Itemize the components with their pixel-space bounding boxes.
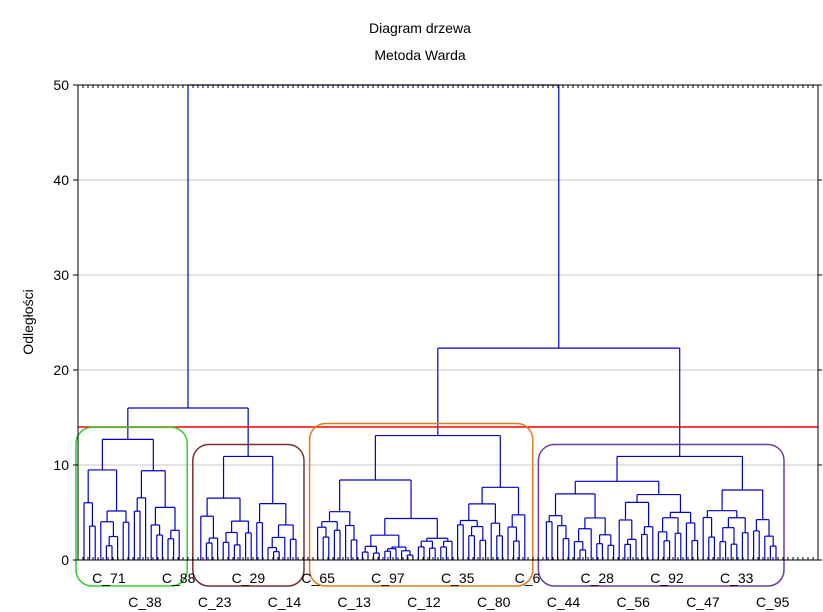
x-tick-label: C_12	[407, 594, 441, 610]
chart-subtitle: Metoda Warda	[374, 47, 466, 63]
x-tick-label: C_23	[198, 594, 232, 610]
y-tick-label: 20	[53, 362, 69, 378]
x-tick-label: C_47	[686, 594, 720, 610]
y-tick-label: 30	[53, 267, 69, 283]
y-tick-label: 50	[53, 77, 69, 93]
x-tick-label: C_33	[720, 570, 754, 586]
x-tick-label: C_13	[337, 594, 371, 610]
y-axis-ticks: 0 10 20 30 40 50	[53, 77, 822, 568]
x-tick-label: C_71	[92, 570, 126, 586]
x-tick-label: C_65	[301, 570, 335, 586]
x-tick-label: C_35	[441, 570, 475, 586]
x-tick-label: C_95	[756, 594, 790, 610]
x-tick-label: C_80	[477, 594, 511, 610]
x-tick-label: C_56	[616, 594, 650, 610]
chart-title: Diagram drzewa	[369, 20, 471, 36]
y-tick-label: 40	[53, 172, 69, 188]
dendrogram-tree	[83, 84, 777, 560]
x-tick-label: C_29	[232, 570, 266, 586]
x-tick-label: C_44	[547, 594, 581, 610]
x-tick-label: C_28	[580, 570, 614, 586]
x-tick-label: C_88	[162, 570, 196, 586]
cluster-boxes	[75, 422, 785, 587]
cluster-1-box	[75, 426, 188, 587]
grid-lines	[78, 179, 818, 466]
y-tick-label: 10	[53, 457, 69, 473]
cluster-2-box	[192, 443, 305, 587]
cluster-3-box	[308, 422, 534, 587]
x-tick-label: C_38	[128, 594, 162, 610]
y-tick-label: 0	[61, 552, 69, 568]
x-tick-label: C_97	[371, 570, 405, 586]
x-tick-label: C_92	[650, 570, 684, 586]
x-axis-labels: C_71 C_88 C_29 C_65 C_97 C_35 C_6 C_28 C_92 C_33C…	[92, 570, 790, 610]
x-tick-label: C_6	[515, 570, 541, 586]
cluster-4-box	[537, 443, 785, 587]
y-axis-title: Odległości	[20, 289, 36, 354]
x-tick-label: C_14	[268, 594, 302, 610]
